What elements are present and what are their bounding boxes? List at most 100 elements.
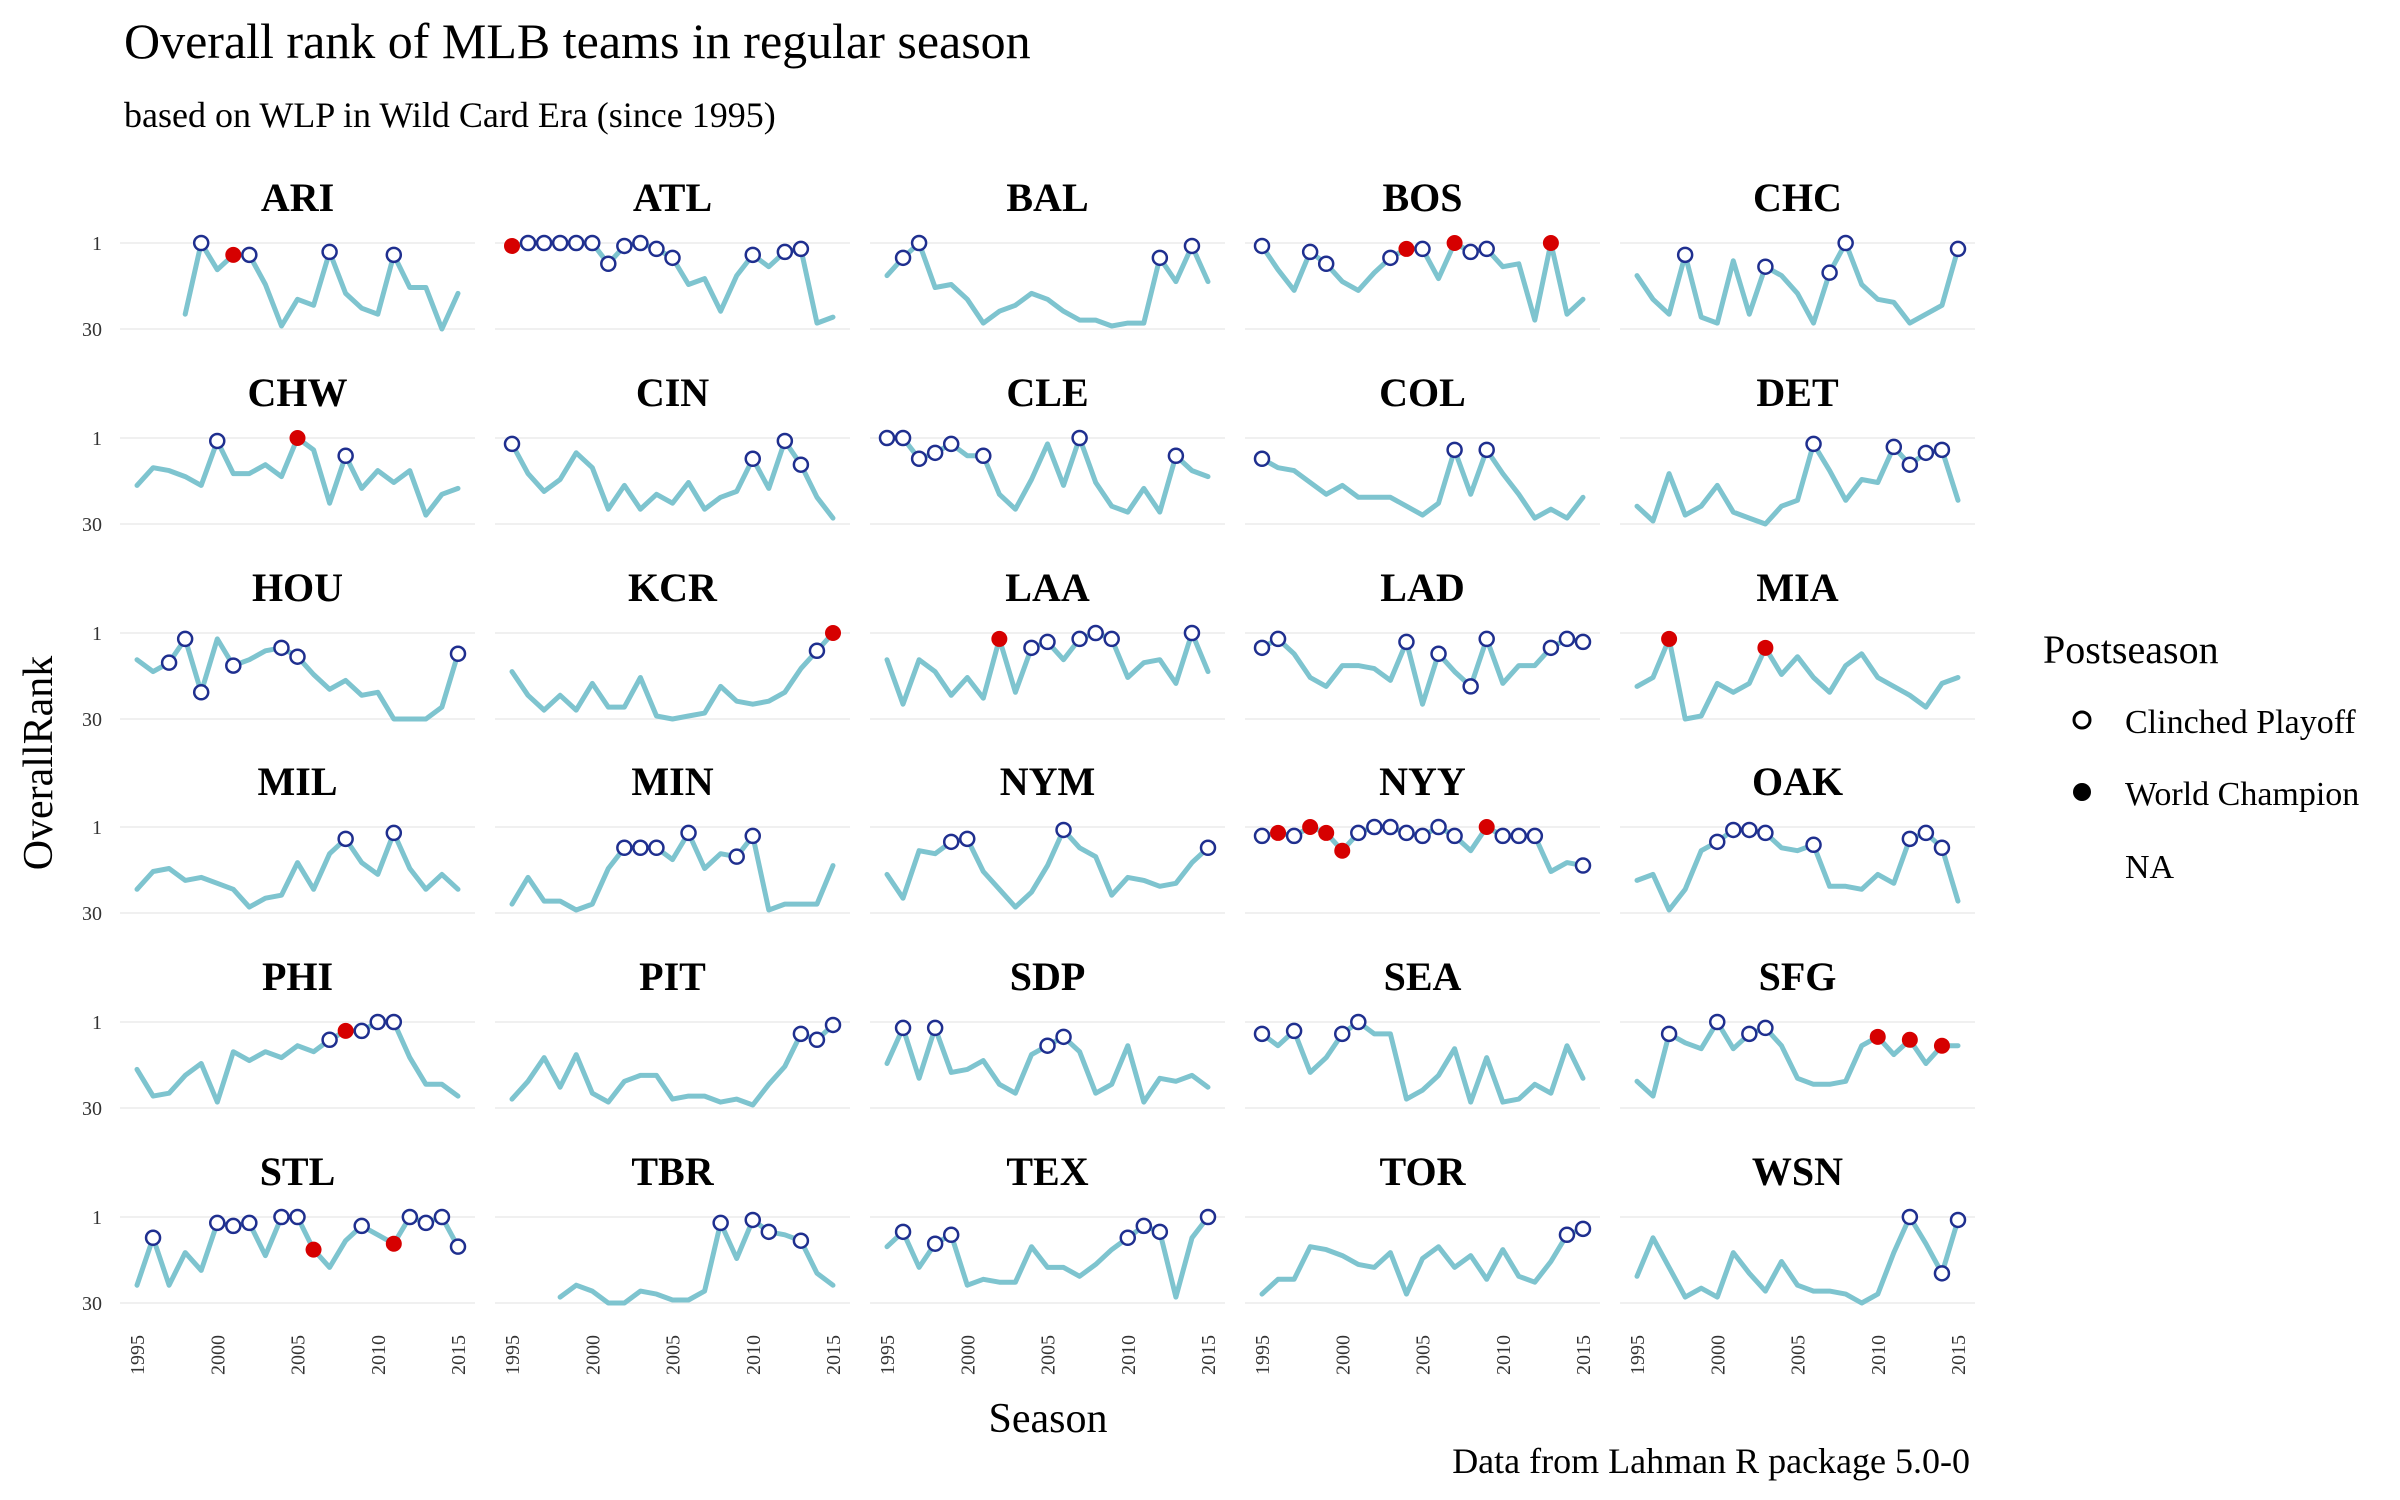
playoff-point	[1253, 237, 1271, 255]
x-tick-label: 2000	[1707, 1335, 1729, 1375]
champion-point	[1334, 842, 1351, 859]
champion-point	[385, 1235, 402, 1252]
playoff-point	[1526, 827, 1544, 845]
playoff-point	[1933, 441, 1951, 459]
playoff-point	[1446, 441, 1463, 459]
facet-title: ARI	[261, 175, 334, 220]
playoff-point	[1253, 639, 1271, 657]
y-tick-label: 1	[92, 1012, 102, 1034]
facet-title: STL	[260, 1149, 336, 1194]
legend-key-clinched-playoff	[2072, 710, 2092, 730]
playoff-point	[1366, 818, 1383, 836]
playoff-point	[792, 240, 810, 258]
facet-title: CHW	[248, 370, 348, 415]
playoff-point	[1414, 827, 1431, 845]
playoff-point	[1757, 1019, 1774, 1037]
champion-point	[1318, 824, 1335, 841]
playoff-point	[1660, 1025, 1678, 1043]
playoff-point	[401, 1208, 419, 1226]
playoff-point	[1087, 624, 1104, 642]
playoff-point	[1071, 429, 1088, 447]
playoff-point	[337, 830, 354, 848]
series-line-chw	[134, 435, 461, 518]
playoff-point	[942, 833, 960, 851]
series-line-mia	[1634, 636, 1961, 722]
playoff-point	[975, 447, 992, 465]
playoff-point	[1837, 234, 1854, 252]
playoff-point	[648, 240, 665, 258]
playoff-point	[1462, 678, 1479, 695]
playoff-point	[209, 432, 226, 450]
facet-cin: CIN	[495, 370, 850, 525]
playoff-point	[1558, 630, 1576, 648]
facet-chc: CHC	[1620, 175, 1975, 330]
facet-cle: CLE	[870, 370, 1225, 525]
champion-point	[825, 625, 841, 641]
facet-sfg: SFG	[1620, 954, 1975, 1109]
champion-point	[1661, 630, 1678, 647]
playoff-point	[1949, 240, 1967, 258]
legend-key-world-champion	[2073, 783, 2091, 801]
series-line-phi	[134, 1019, 461, 1105]
playoff-point	[1253, 450, 1271, 468]
playoff-point	[1167, 447, 1185, 465]
x-tick-label: 1995	[502, 1335, 524, 1375]
facet-title: KCR	[628, 565, 718, 610]
playoff-point	[1741, 1025, 1758, 1043]
playoff-point	[519, 234, 537, 252]
playoff-point	[1949, 1211, 1967, 1229]
facet-title: WSN	[1752, 1149, 1843, 1194]
facet-title: DET	[1756, 370, 1839, 415]
facet-hou: HOU 1 30	[82, 565, 475, 731]
champion-point	[337, 1022, 354, 1039]
chart-caption: Data from Lahman R package 5.0-0	[1452, 1441, 1970, 1481]
playoff-point	[1039, 633, 1056, 651]
facet-title: ATL	[633, 175, 712, 220]
playoff-point	[1350, 1013, 1367, 1031]
champion-point	[1542, 235, 1559, 251]
playoff-point	[273, 1208, 290, 1226]
playoff-point	[1055, 1028, 1072, 1046]
playoff-point	[1725, 821, 1742, 839]
playoff-point	[926, 1235, 944, 1252]
playoff-point	[632, 839, 649, 857]
facet-title: NYY	[1379, 759, 1466, 804]
champion-point	[1757, 639, 1774, 656]
champion-point	[1478, 819, 1495, 835]
playoff-point	[792, 1025, 810, 1043]
y-axis-label: OverallRank	[16, 656, 62, 871]
playoff-point	[225, 1217, 242, 1235]
x-tick-label: 1995	[877, 1335, 899, 1375]
playoff-point	[744, 1211, 761, 1229]
series-line-det	[1634, 441, 1961, 527]
facet-title: LAD	[1380, 565, 1464, 610]
facet-tor: TOR	[1245, 1149, 1600, 1304]
playoff-point	[632, 234, 649, 252]
playoff-point	[353, 1217, 370, 1235]
playoff-point	[959, 830, 976, 848]
legend-label-clinched-playoff: Clinched Playoff	[2125, 704, 2356, 741]
playoff-point	[433, 1208, 451, 1226]
playoff-point	[584, 234, 601, 252]
facet-mia: MIA	[1620, 565, 1975, 722]
playoff-point	[926, 444, 944, 462]
chart-title: Overall rank of MLB teams in regular sea…	[124, 13, 1031, 69]
playoff-point	[1285, 827, 1303, 845]
playoff-point	[1494, 827, 1511, 845]
facet-sea: SEA	[1245, 954, 1600, 1109]
facet-title: TOR	[1380, 1149, 1467, 1194]
playoff-point	[241, 1214, 258, 1232]
playoff-point	[744, 450, 761, 468]
series-line-pit	[509, 1022, 836, 1108]
champion-point	[1446, 235, 1463, 251]
playoff-point	[910, 450, 928, 468]
x-tick-label: 2005	[1038, 1335, 1060, 1375]
facet-title: CIN	[636, 370, 709, 415]
facet-title: LAA	[1005, 565, 1090, 610]
series-line-chc	[1634, 240, 1961, 326]
facet-nym: NYM	[870, 759, 1225, 914]
facet-mil: MIL 1 30	[82, 759, 475, 925]
champion-point	[1398, 240, 1415, 257]
playoff-point	[1933, 839, 1951, 857]
playoff-point	[1462, 243, 1479, 261]
